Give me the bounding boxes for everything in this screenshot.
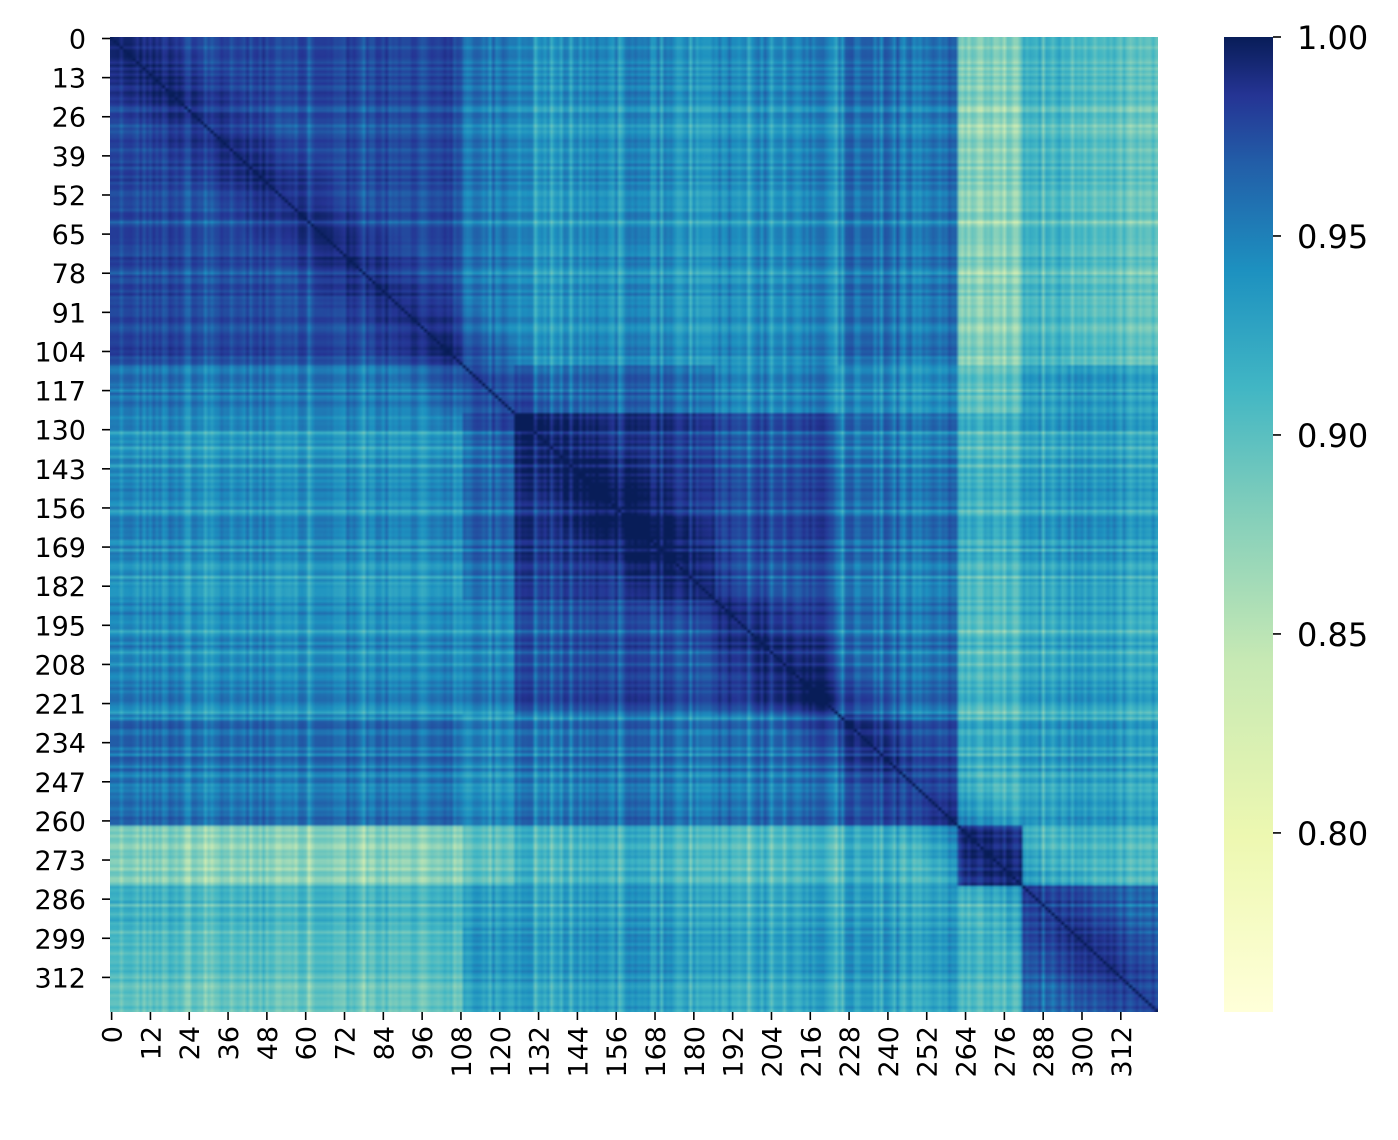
y-tick-label: 208 — [34, 650, 86, 681]
heatmap-matrix — [110, 37, 1158, 1012]
y-tick-label: 286 — [34, 885, 86, 916]
x-tick-label: 300 — [1068, 1026, 1099, 1078]
y-tick-label: 104 — [34, 337, 86, 368]
x-axis: 0 12 24 36 48 60 72 84 96 108 120 132 144 156 168 180 19… — [98, 1012, 1138, 1078]
x-tick-label: 0 — [98, 1026, 129, 1043]
x-tick-label: 204 — [757, 1026, 788, 1078]
x-tick-label: 276 — [990, 1026, 1021, 1078]
y-tick-label: 299 — [34, 924, 86, 955]
x-tick-label: 228 — [835, 1026, 866, 1078]
x-tick-label: 12 — [136, 1026, 167, 1060]
colorbar-tick-label: 0.85 — [1297, 616, 1368, 654]
y-tick-label: 13 — [52, 64, 86, 95]
x-tick-label: 36 — [214, 1026, 245, 1060]
y-tick-label: 182 — [34, 572, 86, 603]
y-tick-label: 169 — [34, 533, 86, 564]
x-tick-label: 180 — [680, 1026, 711, 1078]
y-tick-label: 234 — [34, 729, 86, 760]
y-tick-label: 143 — [34, 455, 86, 486]
colorbar-tick-label: 0.95 — [1297, 218, 1368, 256]
y-tick-label: 91 — [52, 298, 86, 329]
x-tick-label: 240 — [874, 1026, 905, 1078]
y-tick-label: 260 — [34, 807, 86, 838]
x-tick-label: 252 — [913, 1026, 944, 1078]
x-tick-label: 132 — [525, 1026, 556, 1078]
y-tick-label: 195 — [34, 611, 86, 642]
y-tick-label: 78 — [52, 259, 86, 290]
x-tick-label: 60 — [292, 1026, 323, 1060]
colorbar-gradient — [1224, 37, 1273, 1012]
x-tick-label: 96 — [408, 1026, 439, 1060]
y-tick-label: 221 — [34, 690, 86, 721]
y-tick-label: 130 — [34, 416, 86, 447]
x-tick-label: 312 — [1107, 1026, 1138, 1078]
x-tick-label: 72 — [331, 1026, 362, 1060]
colorbar — [1224, 37, 1273, 1012]
colorbar-ticks: 0.80 0.85 0.90 0.95 1.00 — [1273, 19, 1368, 853]
x-tick-label: 84 — [369, 1026, 400, 1060]
y-tick-label: 247 — [34, 768, 86, 799]
x-tick-label: 24 — [175, 1026, 206, 1060]
y-tick-label: 52 — [52, 181, 86, 212]
x-tick-label: 48 — [253, 1026, 284, 1060]
y-tick-label: 39 — [52, 142, 86, 173]
y-tick-label: 273 — [34, 846, 86, 877]
x-tick-label: 216 — [796, 1026, 827, 1078]
x-tick-label: 108 — [447, 1026, 478, 1078]
x-tick-label: 144 — [563, 1026, 594, 1078]
colorbar-tick-label: 0.90 — [1297, 417, 1368, 455]
y-tick-label: 26 — [52, 103, 86, 134]
colorbar-tick-label: 1.00 — [1297, 19, 1368, 57]
y-axis: 0 13 26 39 52 65 78 91 104 117 130 143 156 169 182 195 2… — [34, 25, 110, 994]
x-tick-label: 264 — [952, 1026, 983, 1078]
y-tick-label: 0 — [69, 25, 86, 56]
x-tick-label: 288 — [1029, 1026, 1060, 1078]
x-tick-label: 192 — [719, 1026, 750, 1078]
y-tick-label: 65 — [52, 220, 86, 251]
y-tick-label: 312 — [34, 963, 86, 994]
y-tick-label: 156 — [34, 494, 86, 525]
x-tick-label: 156 — [602, 1026, 633, 1078]
x-tick-label: 120 — [486, 1026, 517, 1078]
y-tick-label: 117 — [34, 377, 86, 408]
x-tick-label: 168 — [641, 1026, 672, 1078]
colorbar-tick-label: 0.80 — [1297, 815, 1368, 853]
